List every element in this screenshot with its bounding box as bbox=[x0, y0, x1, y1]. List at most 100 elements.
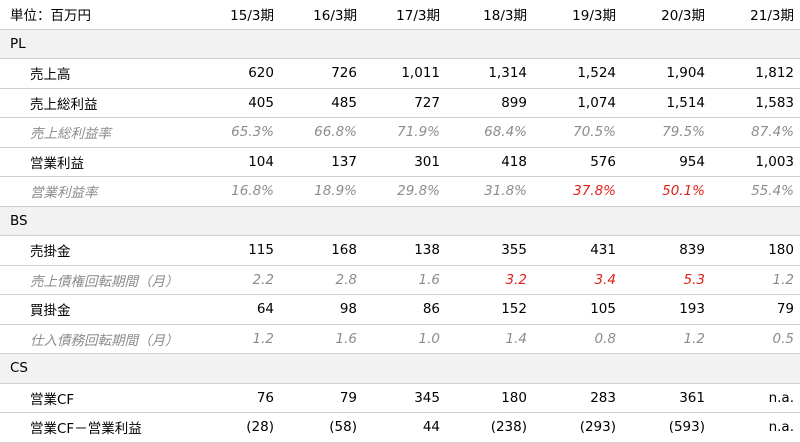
table-cell: 16.8% bbox=[220, 176, 280, 207]
table-row: 売上債権回転期間（月） 2.2 2.8 1.6 3.2 3.4 5.3 1.2 bbox=[0, 265, 800, 295]
table-cell: 1,011 bbox=[363, 58, 446, 89]
table-row: 買掛金 64 98 86 152 105 193 79 bbox=[0, 294, 800, 325]
row-label: 営業CF bbox=[0, 383, 220, 413]
table-row: 営業利益率 16.8% 18.9% 29.8% 31.8% 37.8% 50.1% 55.4% bbox=[0, 176, 800, 207]
column-header: 19/3期 bbox=[533, 0, 622, 30]
table-cell: (238) bbox=[446, 412, 533, 443]
table-cell: 345 bbox=[363, 383, 446, 413]
table-cell: 68.4% bbox=[446, 117, 533, 148]
section-title: BS bbox=[0, 206, 800, 236]
table-cell: 899 bbox=[446, 88, 533, 118]
column-header: 16/3期 bbox=[280, 0, 363, 30]
table-cell: 418 bbox=[446, 147, 533, 177]
table-cell: 79.5% bbox=[622, 117, 711, 148]
section-header-row: BS bbox=[0, 206, 800, 236]
row-label: 営業利益率 bbox=[0, 176, 220, 207]
row-label: 売上債権回転期間（月） bbox=[0, 265, 220, 295]
table-cell: (28) bbox=[220, 412, 280, 443]
table-cell: 37.8% bbox=[533, 176, 622, 207]
table-cell: 485 bbox=[280, 88, 363, 118]
table-cell: 71.9% bbox=[363, 117, 446, 148]
table-cell: 405 bbox=[220, 88, 280, 118]
table-cell: 65.3% bbox=[220, 117, 280, 148]
table-cell: 0.5 bbox=[711, 324, 800, 354]
table-cell: 355 bbox=[446, 235, 533, 266]
row-label: 売上総利益 bbox=[0, 88, 220, 118]
table-cell: 1.2 bbox=[622, 324, 711, 354]
unit-label: 単位：百万円 bbox=[0, 0, 220, 30]
table-cell: 64 bbox=[220, 294, 280, 325]
table-cell: 3.2 bbox=[446, 265, 533, 295]
table-cell: 1,812 bbox=[711, 58, 800, 89]
table-cell: 87.4% bbox=[711, 117, 800, 148]
section-header-row: CS bbox=[0, 353, 800, 384]
column-header: 20/3期 bbox=[622, 0, 711, 30]
table-cell: 66.8% bbox=[280, 117, 363, 148]
table-cell: 620 bbox=[220, 58, 280, 89]
table-cell: 727 bbox=[363, 88, 446, 118]
table-row: 売上高 620 726 1,011 1,314 1,524 1,904 1,812 bbox=[0, 58, 800, 89]
table-cell: 1.6 bbox=[280, 324, 363, 354]
column-header: 21/3期 bbox=[711, 0, 800, 30]
table-cell: 137 bbox=[280, 147, 363, 177]
table-cell: 1.2 bbox=[220, 324, 280, 354]
table-cell: 1,074 bbox=[533, 88, 622, 118]
table-cell: 55.4% bbox=[711, 176, 800, 207]
table-cell: 1,904 bbox=[622, 58, 711, 89]
row-label: 売上高 bbox=[0, 58, 220, 89]
table-cell: 431 bbox=[533, 235, 622, 266]
column-header: 17/3期 bbox=[363, 0, 446, 30]
table-cell: 301 bbox=[363, 147, 446, 177]
table-cell: 76 bbox=[220, 383, 280, 413]
table-cell: 70.5% bbox=[533, 117, 622, 148]
table-cell: 954 bbox=[622, 147, 711, 177]
table-cell: 79 bbox=[711, 294, 800, 325]
table-cell: 98 bbox=[280, 294, 363, 325]
table-cell: 29.8% bbox=[363, 176, 446, 207]
table-cell: 1,314 bbox=[446, 58, 533, 89]
row-label: 営業利益 bbox=[0, 147, 220, 177]
table-row: 営業CF－営業利益 (28) (58) 44 (238) (293) (593) n.a. bbox=[0, 412, 800, 443]
table-cell: 105 bbox=[533, 294, 622, 325]
table-cell: 1.6 bbox=[363, 265, 446, 295]
table-cell: 180 bbox=[446, 383, 533, 413]
table-cell: 1.2 bbox=[711, 265, 800, 295]
table-cell: n.a. bbox=[711, 383, 800, 413]
table-row: 売上総利益率 65.3% 66.8% 71.9% 68.4% 70.5% 79.5% 87.4… bbox=[0, 117, 800, 148]
table-row: 売上総利益 405 485 727 899 1,074 1,514 1,583 bbox=[0, 88, 800, 118]
table-cell: (593) bbox=[622, 412, 711, 443]
table-row: 営業利益 104 137 301 418 576 954 1,003 bbox=[0, 147, 800, 177]
table-cell: 138 bbox=[363, 235, 446, 266]
row-label: 買掛金 bbox=[0, 294, 220, 325]
table-cell: 168 bbox=[280, 235, 363, 266]
section-title: PL bbox=[0, 29, 800, 59]
table-cell: 1,514 bbox=[622, 88, 711, 118]
section-title: CS bbox=[0, 353, 800, 384]
table-cell: 576 bbox=[533, 147, 622, 177]
section-header-row: PL bbox=[0, 29, 800, 59]
table-cell: 180 bbox=[711, 235, 800, 266]
table-row: 仕入債務回転期間（月） 1.2 1.6 1.0 1.4 0.8 1.2 0.5 bbox=[0, 324, 800, 354]
table-row: 営業CF 76 79 345 180 283 361 n.a. bbox=[0, 383, 800, 413]
table-cell: 726 bbox=[280, 58, 363, 89]
row-label: 仕入債務回転期間（月） bbox=[0, 324, 220, 354]
table-cell: 5.3 bbox=[622, 265, 711, 295]
table-cell: 839 bbox=[622, 235, 711, 266]
row-label: 売上総利益率 bbox=[0, 117, 220, 148]
table-cell: 1,524 bbox=[533, 58, 622, 89]
table-cell: 115 bbox=[220, 235, 280, 266]
table-cell: 104 bbox=[220, 147, 280, 177]
table-cell: 3.4 bbox=[533, 265, 622, 295]
table-cell: n.a. bbox=[711, 412, 800, 443]
table-cell: 152 bbox=[446, 294, 533, 325]
table-cell: 1,003 bbox=[711, 147, 800, 177]
table-cell: 79 bbox=[280, 383, 363, 413]
table-cell: 1.0 bbox=[363, 324, 446, 354]
table-cell: 86 bbox=[363, 294, 446, 325]
table-cell: 2.8 bbox=[280, 265, 363, 295]
table-cell: 18.9% bbox=[280, 176, 363, 207]
table-cell: 361 bbox=[622, 383, 711, 413]
table-cell: 2.2 bbox=[220, 265, 280, 295]
